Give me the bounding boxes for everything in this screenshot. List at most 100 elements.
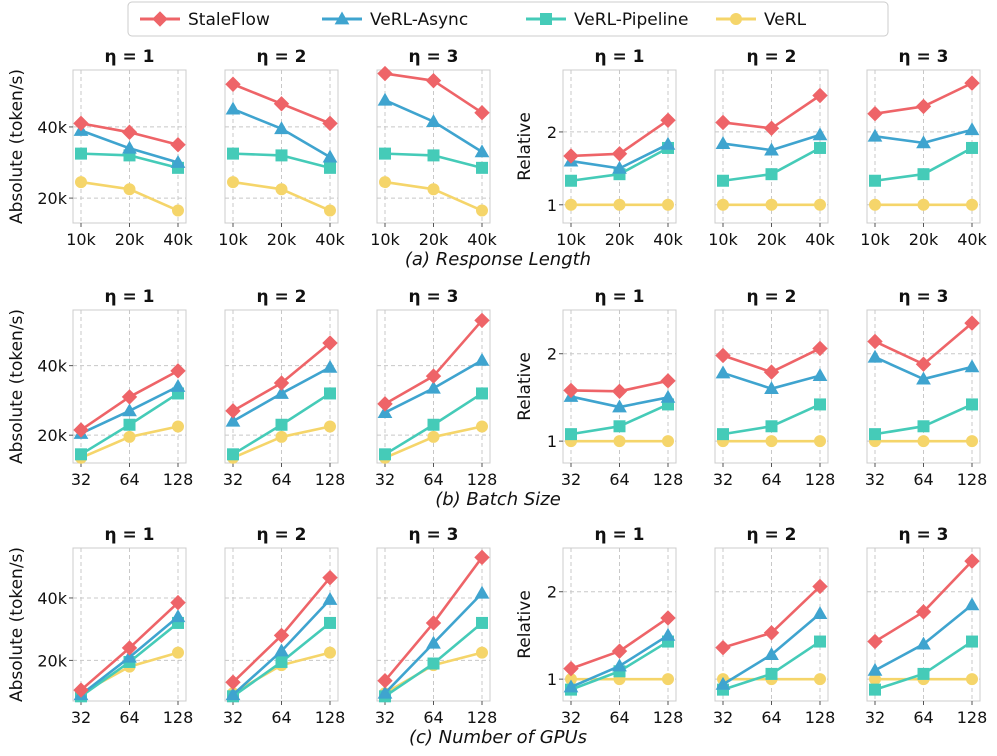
y-tick-label: 40k [37,118,67,137]
point-verl-async [867,128,883,142]
x-tick-label: 128 [315,470,346,489]
panel-title: η = 3 [408,47,458,67]
point-verl-pipeline [227,147,239,160]
point-verl-pipeline [613,420,626,433]
point-verl-async [474,352,490,366]
point-verl-async [612,658,627,672]
point-staleflow [170,137,186,153]
point-verl-pipeline [765,420,778,433]
series-verl-async [563,627,676,693]
x-tick-label: 128 [653,708,684,727]
y-tick-label: 1 [547,670,557,689]
point-staleflow [273,96,290,112]
x-tick-label: 40k [957,230,987,249]
legend-label-verl: VeRL [764,10,807,30]
point-verl [662,435,674,448]
x-tick-label: 40k [315,230,345,249]
point-verl [765,198,778,211]
point-verl-async [322,359,338,373]
panel-absolute-3: 32 64 128 η = 3 [375,287,497,489]
point-verl [917,198,930,211]
point-staleflow [812,340,828,357]
point-verl-async [612,160,627,174]
point-staleflow [425,368,442,384]
point-verl-async [122,403,137,417]
point-staleflow [225,76,241,92]
y-tick-label: 1 [547,196,557,215]
y-tick-label: 20k [37,189,67,208]
x-tick-label: 10k [66,230,96,249]
panel-title: η = 2 [256,47,306,67]
point-verl [75,176,87,189]
point-verl-async [964,359,980,373]
point-verl-pipeline [324,387,336,400]
series-staleflow [867,315,980,372]
point-verl [717,198,729,211]
point-staleflow [715,114,731,131]
point-staleflow [121,389,138,405]
series-verl-pipeline [869,635,978,696]
series-verl-pipeline [717,141,826,187]
legend-marker-verl-async [334,11,350,25]
panel-title: η = 2 [746,287,796,307]
panel-absolute-1: 20k 40k 32 64 128 η = 1 Absolute (token/s) [7,525,193,727]
point-staleflow [915,98,932,115]
point-verl-pipeline [324,161,336,174]
point-staleflow [915,604,932,620]
point-verl-pipeline [869,428,881,441]
point-staleflow [964,553,980,569]
point-verl-async [964,122,980,136]
series-verl-async [867,122,980,149]
point-verl-async [274,643,289,657]
x-tick-label: 128 [163,708,194,727]
point-verl-async [916,371,931,385]
point-verl-async [426,635,441,649]
point-staleflow [715,347,731,364]
point-verl-pipeline [476,387,488,400]
x-tick-label: 128 [467,708,498,727]
series-verl-async [225,359,338,427]
series-staleflow [377,65,490,121]
series-staleflow [377,549,490,689]
caption: (b) Batch Size [435,489,561,510]
point-verl [172,204,184,217]
point-verl-async [812,368,828,381]
x-tick-label: 128 [467,470,498,489]
point-staleflow [170,363,186,379]
legend-marker-verl [730,13,742,25]
point-verl [275,430,288,443]
x-tick-label: 20k [909,230,939,249]
point-verl-async [225,687,241,701]
panel-title: η = 1 [594,47,644,67]
series-staleflow [73,115,186,153]
panel-title: η = 3 [898,47,948,67]
point-verl [662,198,674,211]
point-staleflow [225,674,241,690]
panel-title: η = 2 [256,525,306,545]
point-verl [814,198,826,211]
point-staleflow [73,682,89,698]
series-verl-async [867,349,980,385]
y-tick-label: 2 [547,123,557,142]
point-staleflow [915,356,932,372]
point-verl-pipeline [814,635,826,648]
point-verl-async [274,121,289,135]
point-verl-async [660,136,676,150]
point-verl [172,646,184,659]
point-verl [966,198,978,211]
caption: (c) Number of GPUs [409,727,587,748]
panel-title: η = 3 [408,287,458,307]
point-verl-async [812,606,828,619]
point-staleflow [563,382,579,399]
point-staleflow [474,549,490,566]
legend-frame [127,1,889,37]
series-verl-pipeline [379,387,488,461]
x-tick-label: 20k [115,230,145,249]
panel-absolute-2: 32 64 128 η = 2 [223,525,345,727]
panel-title: η = 2 [256,287,306,307]
x-tick-label: 20k [757,230,787,249]
point-staleflow [121,640,138,656]
point-staleflow [763,364,780,380]
